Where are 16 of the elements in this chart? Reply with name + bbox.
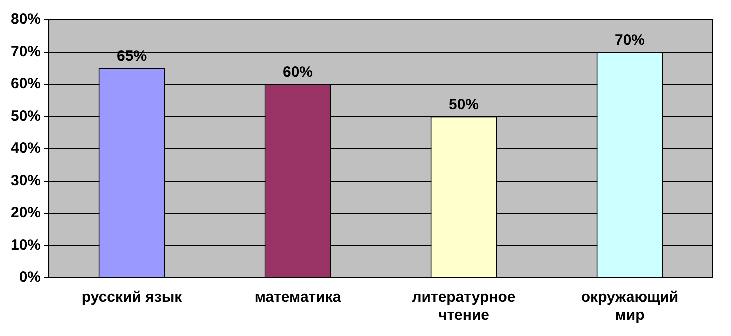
data-label: 70% — [614, 32, 646, 49]
data-label: 50% — [448, 96, 480, 114]
y-tick-label: 50% — [10, 108, 42, 125]
y-tick-label: 80% — [10, 11, 42, 28]
y-tick-label: 0% — [19, 269, 42, 286]
x-tick-label: литературное чтение — [412, 289, 516, 324]
y-tick-label: 30% — [10, 172, 42, 190]
y-tick-label: 20% — [10, 204, 42, 222]
y-tick-label: 60% — [10, 76, 42, 93]
y-tick-label: 70% — [10, 43, 42, 60]
x-tick-label: окружающий мир — [581, 289, 679, 324]
x-tick-label: математика — [254, 289, 342, 306]
y-tick-label: 10% — [10, 236, 42, 254]
x-tick-label: русский язык — [82, 289, 183, 306]
y-tick-label: 40% — [10, 140, 42, 158]
data-label: 60% — [283, 64, 314, 82]
